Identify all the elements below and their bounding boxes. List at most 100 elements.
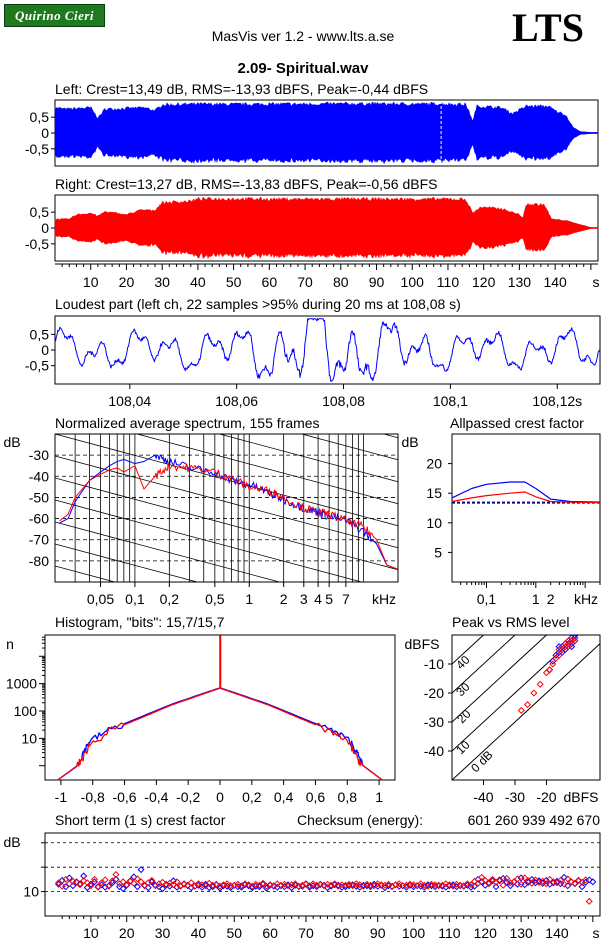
time-axis-label: 90 [369,274,385,290]
short-crest-right-point [123,881,131,889]
short-crest-right-point [503,874,511,882]
allpass-x-tick-label: 2 [547,591,555,607]
spectrum-frame [54,433,399,583]
peak-rms-crest-line [452,635,485,665]
short-crest-right-point [83,879,91,887]
checksum-label: Checksum (energy): [297,812,423,828]
short-crest-right-point [62,875,70,883]
spectrum-right-line [59,462,398,570]
time-axis-label: 20 [119,274,135,290]
short-crest-x-tick-label: 80 [334,925,350,941]
allpass-y-tick-label: 10 [426,515,442,531]
short-crest-right-point [137,878,145,886]
loudest-x-tick-label: 108,12s [532,393,582,409]
short-crest-right-point [90,875,98,883]
short-crest-right-point [159,878,167,886]
short-crest-right-point [517,880,525,888]
spectrum-x-unit: kHz [372,591,396,607]
short-crest-right-point [101,876,109,884]
peak-rms-right-point [558,645,566,654]
short-crest-x-tick-label: 120 [474,925,498,941]
short-crest-right-point [87,882,95,890]
short-crest-right-point [510,878,518,886]
spectrum-x-tick-label: 0,1 [125,591,145,607]
short-crest-left-point [137,866,145,874]
short-crest-frame [44,832,601,917]
histogram-y-unit: n [6,636,14,652]
short-crest-right-point [187,879,195,887]
short-crest-x-tick-label: 20 [119,925,135,941]
peak-rms-y-tick-label: -30 [424,714,444,730]
short-crest-left-point [98,881,106,889]
short-crest-left-point [80,872,88,880]
peak-rms-right-point [564,643,573,651]
loudest-x-tick-label: 108,06 [215,393,258,409]
peak-rms-x-tick-label: -30 [505,789,525,805]
histogram-x-tick-label: 0,8 [338,789,358,805]
allpass-title: Allpassed crest factor [450,415,584,431]
left-channel-y-tick-label: 0 [41,125,49,141]
loudest-y-tick-label: 0 [41,342,49,358]
peak-rms-right-point [524,701,532,709]
short-crest-left-point [492,883,500,891]
short-crest-right-point [119,878,127,886]
time-axis-label: 140 [543,274,567,290]
allpass-x-tick-label: 0,1 [477,591,497,607]
peak-rms-frame [451,634,601,781]
short-crest-right-point [521,874,529,882]
spectrum-y-tick-label: -30 [29,447,49,463]
short-crest-right-point [485,880,493,888]
allpass-y-tick-label: 15 [426,485,442,501]
spectrum-y-tick-label: -40 [29,468,49,484]
short-crest-right-point [148,876,156,884]
peak-rms-x-tick-label: -20 [536,789,556,805]
short-crest-x-tick-label: 90 [370,925,386,941]
histogram-x-tick-label: -0,6 [112,789,136,805]
time-axis-label: 30 [154,274,170,290]
spectrum-y-tick-label: -60 [29,511,49,527]
short-crest-left-point [159,885,167,893]
short-crest-right-point [173,878,181,886]
short-crest-right-point [58,882,66,890]
histogram-x-tick-label: -1 [55,789,68,805]
time-axis-label: 110 [437,274,460,290]
short-crest-right-point [481,876,489,884]
short-crest-y-tick-label: 10 [23,884,39,900]
right-channel-waveform [54,196,599,260]
peak-rms-title: Peak vs RMS level [452,614,569,630]
short-crest-left-point [474,875,482,883]
loudest-frame [54,315,601,385]
peak-rms-x-unit: dBFS [563,789,598,805]
histogram-x-tick-label: -0,2 [176,789,200,805]
short-crest-x-tick-label: 10 [83,925,99,941]
histogram-x-tick-label: -0,8 [81,789,105,805]
time-axis-label: 100 [401,274,425,290]
spectrum-slope-line [135,434,398,505]
short-crest-right-point [169,881,177,889]
right-channel-y-tick-label: -0,5 [25,236,49,252]
short-crest-left-point [133,883,142,891]
time-axis-label: 80 [333,274,349,290]
short-crest-right-point [130,879,138,887]
short-crest-right-point [76,881,84,889]
short-crest-right-point [582,876,590,884]
peak-rms-diag-label: 10 [453,738,473,758]
short-crest-right-point [528,879,536,887]
allpass-y-unit: dB [401,434,418,450]
peak-rms-y-tick-label: -20 [424,685,444,701]
spectrum-x-tick-label: 0,05 [87,591,114,607]
allpass-x-tick-label: 1 [532,591,540,607]
peak-rms-right-point [517,706,525,714]
short-crest-right-point [542,880,550,888]
loudest-y-tick-label: 0,5 [30,326,50,342]
spectrum-slope-line [55,543,199,582]
peak-rms-diag-label: 40 [453,653,473,673]
loudest-y-tick-label: -0,5 [25,358,49,374]
checksum-value: 601 260 939 492 670 [468,812,601,828]
short-crest-right-point [108,877,116,885]
short-crest-x-tick-label: 60 [262,925,278,941]
short-crest-right-point [105,882,113,890]
histogram-x-tick-label: -0,4 [144,789,168,805]
short-crest-right-point [133,875,142,883]
